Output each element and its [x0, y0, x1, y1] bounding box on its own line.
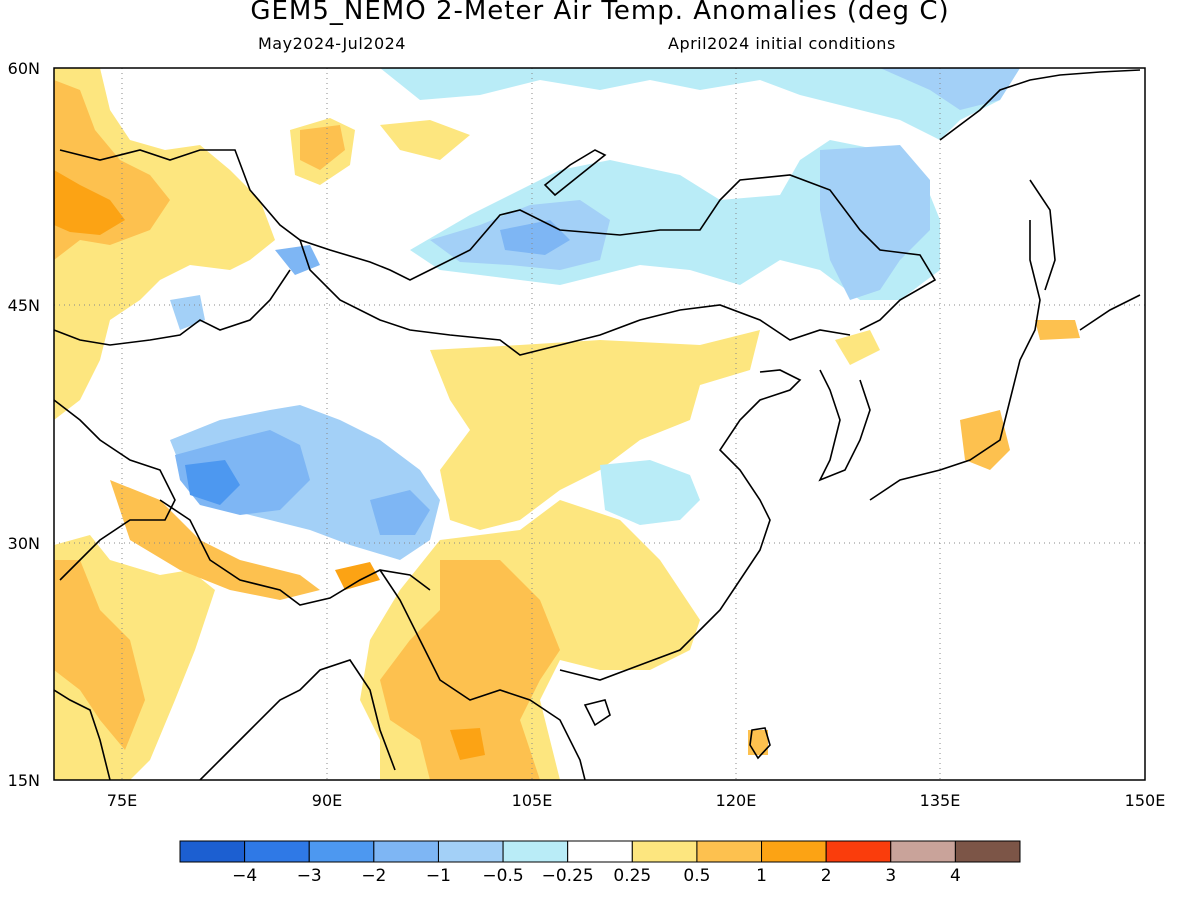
lat-labels: 60N 45N 30N 15N: [8, 59, 40, 790]
anomaly-field: [54, 68, 1080, 780]
coast-taiwan: [749, 727, 771, 760]
colorbar-swatch: [244, 840, 310, 863]
colorbar-swatch: [890, 840, 956, 863]
cool-region-far-north: [380, 68, 1020, 140]
warm-region-japan: [960, 410, 1010, 470]
lon-label-90e: 90E: [312, 791, 342, 810]
border-himalaya: [159, 499, 431, 606]
border-myanmar-thailand: [379, 569, 586, 780]
warm-region-india-core: [54, 560, 145, 750]
colorbar-label: −3: [297, 866, 322, 886]
colorbar-label: 4: [950, 866, 961, 886]
coast-sakhalin: [1029, 179, 1056, 291]
coast-bay-bengal: [199, 659, 396, 780]
lat-label-45n: 45N: [8, 296, 40, 315]
colorbar-label: −2: [361, 866, 386, 886]
colorbar-swatch: [954, 840, 1021, 863]
coast-india-west: [54, 689, 111, 780]
colorbar-label: −0.25: [542, 866, 594, 886]
coast-hainan: [583, 699, 611, 727]
colorbar-label: 0.5: [683, 866, 710, 886]
colorbar-label: −4: [232, 866, 257, 886]
initial-conditions: April2024 initial conditions: [668, 34, 896, 53]
colorbar-swatch: [437, 840, 504, 863]
coast-russia-east: [939, 69, 1141, 141]
colorbar-labels: −4 −3 −2 −1 −0.5 −0.25 0.25 0.5 1 2 3 4: [232, 866, 961, 886]
colorbar-swatch: [696, 840, 763, 863]
lon-label-75e: 75E: [107, 791, 137, 810]
colorbar-swatch: [761, 840, 827, 863]
cool-region-tibet-east: [370, 490, 430, 535]
cool-region-amur: [820, 145, 930, 300]
colorbar-swatch: [373, 840, 439, 863]
warm-region-hokkaido: [1035, 320, 1080, 340]
cool-region-mongolia-deep: [500, 220, 570, 255]
warm-region-nepal-hot: [335, 562, 380, 590]
coastlines: [54, 69, 1141, 780]
lat-label-30n: 30N: [8, 534, 40, 553]
lat-label-60n: 60N: [8, 59, 40, 78]
colorbar-label: −0.5: [482, 866, 523, 886]
forecast-period: May2024-Jul2024: [258, 34, 406, 53]
cool-region-north-core: [880, 68, 1020, 110]
warm-region-indochina-core: [380, 560, 560, 780]
warm-region-china-central: [430, 330, 760, 530]
graticule: [54, 68, 1145, 780]
lon-label-150e: 150E: [1125, 791, 1166, 810]
cool-region-tibet-deep: [185, 460, 240, 505]
colorbar-swatch: [631, 840, 698, 863]
warm-region-korea-coast: [835, 330, 880, 365]
coast-kamchatka: [1079, 294, 1141, 331]
lon-label-120e: 120E: [716, 791, 757, 810]
cool-region-central-asia: [170, 295, 205, 330]
colorbar-swatch: [308, 840, 375, 863]
colorbar-swatch: [179, 840, 246, 863]
coast-korea: [818, 369, 871, 482]
cool-region-east-china: [600, 460, 700, 525]
plot-frame: [53, 67, 1146, 781]
colorbar-label: 3: [885, 866, 896, 886]
colorbar-label: 2: [821, 866, 832, 886]
colorbar: [179, 840, 1021, 863]
warm-region-indochina-hot: [450, 728, 485, 760]
border-russia-kazakhstan: [59, 149, 937, 331]
lake-baikal: [543, 149, 607, 197]
colorbar-swatch: [825, 840, 892, 863]
warm-region-north-siberia-core: [300, 125, 345, 170]
lon-label-105e: 105E: [512, 791, 553, 810]
warm-region-himalaya: [110, 480, 320, 600]
warm-region-yenisei: [380, 120, 470, 160]
colorbar-swatch: [502, 840, 569, 863]
cool-region-balkhash: [275, 245, 320, 275]
colorbar-swatch: [567, 840, 633, 863]
border-afghanistan-pakistan: [54, 399, 176, 581]
border-china-north: [299, 239, 851, 356]
coast-japan: [869, 220, 1041, 501]
lon-label-135e: 135E: [920, 791, 961, 810]
lat-label-15n: 15N: [8, 771, 40, 790]
border-central-asia: [54, 269, 291, 346]
colorbar-label: −1: [426, 866, 451, 886]
coast-south-china: [559, 369, 802, 681]
colorbar-label: 0.25: [613, 866, 651, 886]
colorbar-label: 1: [756, 866, 767, 886]
warm-region-kazakhstan-hot: [54, 170, 125, 235]
map-title: GEM5_NEMO 2-Meter Air Temp. Anomalies (d…: [250, 0, 950, 26]
lon-labels: 75E 90E 105E 120E 135E 150E: [107, 791, 1166, 810]
